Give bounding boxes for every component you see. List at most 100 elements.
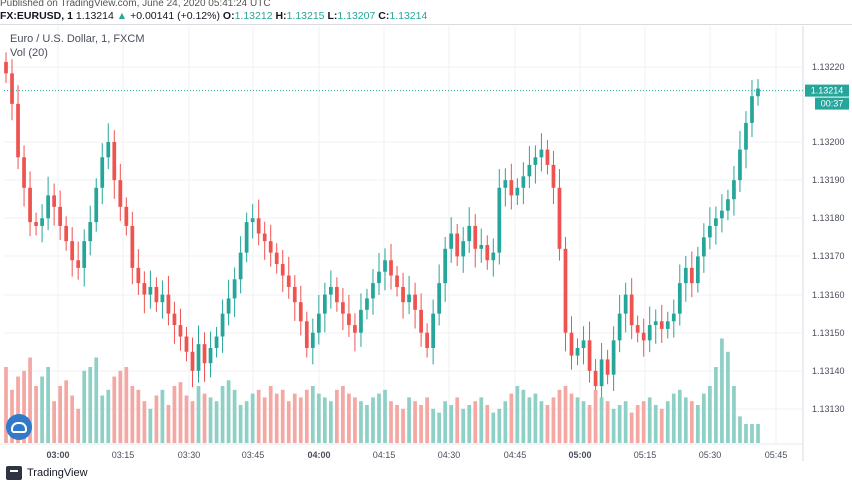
candle-body	[70, 241, 75, 261]
candle-body	[720, 210, 724, 219]
volume-bar	[714, 367, 718, 443]
candle-body	[136, 267, 141, 284]
change-value: +0.00141 (+0.12%)	[130, 10, 220, 22]
volume-bar	[341, 386, 345, 443]
candle-body	[714, 218, 718, 226]
price-tick-label: 1.13140	[812, 366, 845, 376]
volume-bar	[750, 424, 754, 443]
volume-bar	[605, 401, 610, 443]
candle-body	[328, 286, 333, 295]
candle-body	[653, 321, 658, 326]
volume-bar	[720, 338, 724, 443]
high-value: 1.13215	[286, 10, 325, 22]
volume-bar	[665, 401, 670, 443]
candle-body	[226, 298, 231, 314]
change-arrow-icon: ▲	[116, 10, 128, 22]
candle-body	[575, 347, 580, 356]
volume-bar	[82, 370, 87, 443]
candle-body	[310, 332, 315, 348]
candle-body	[196, 344, 201, 371]
candle-body	[106, 142, 111, 158]
brand-name: TradingView	[27, 467, 88, 479]
time-tick-label: 05:45	[765, 450, 788, 460]
volume-bar	[316, 393, 321, 443]
candle-body	[304, 321, 309, 348]
candle-body	[322, 294, 327, 314]
candle-body	[130, 225, 135, 268]
volume-bar	[726, 351, 730, 443]
candle-body	[88, 222, 93, 242]
candle-body	[46, 195, 50, 219]
volume-bar	[304, 389, 309, 443]
volume-bar	[647, 397, 652, 443]
candle-body	[593, 370, 598, 387]
candle-body	[353, 325, 357, 333]
volume-bar	[112, 376, 117, 443]
candle-body	[587, 340, 592, 371]
candle-body	[623, 294, 628, 314]
candle-body	[359, 309, 363, 333]
open-label: O:	[222, 10, 235, 22]
volume-bar	[515, 386, 520, 443]
candle-body	[214, 336, 219, 348]
volume-bar	[208, 397, 213, 443]
candle-body	[689, 267, 694, 284]
candle-body	[10, 73, 14, 104]
volume-bar	[539, 401, 544, 443]
candle-body	[677, 283, 682, 314]
candle-body	[64, 225, 69, 242]
volume-bar	[353, 397, 357, 443]
candle-body	[635, 325, 640, 333]
candle-body	[485, 244, 490, 261]
tradingview-logo-icon	[6, 466, 22, 480]
candle-body	[280, 264, 285, 276]
volume-bar	[407, 397, 411, 443]
candle-body	[40, 218, 44, 226]
volume-bar	[136, 389, 141, 443]
candle-body	[521, 176, 526, 188]
candle-body	[467, 225, 472, 242]
time-tick-label: 05:00	[568, 450, 591, 460]
volume-bar	[587, 405, 592, 443]
volume-bar	[286, 401, 291, 443]
close-label: C:	[378, 10, 390, 22]
volume-bar	[244, 401, 249, 443]
candle-body	[292, 286, 297, 303]
volume-bar	[359, 401, 363, 443]
candle-body	[238, 252, 243, 280]
candle-body	[371, 283, 375, 299]
candle-body	[738, 149, 742, 181]
time-tick-label: 04:45	[504, 450, 527, 460]
volume-bar	[455, 397, 460, 443]
volume-bar	[389, 401, 393, 443]
volume-bar	[76, 408, 81, 443]
volume-bar	[635, 405, 640, 443]
candle-body	[154, 286, 159, 303]
candle-body	[142, 283, 147, 295]
volume-bar	[431, 408, 436, 443]
candle-body	[377, 271, 381, 284]
candle-body	[124, 206, 129, 226]
candle-body	[413, 294, 417, 310]
volume-bar	[437, 412, 442, 443]
candle-body	[190, 351, 195, 371]
candle-body	[395, 275, 399, 287]
volume-bar	[449, 405, 454, 443]
volume-bar	[563, 386, 568, 443]
volume-bar	[238, 405, 243, 443]
volume-bar	[689, 401, 694, 443]
candle-body	[22, 157, 26, 188]
volume-bar	[677, 389, 682, 443]
volume-bar	[708, 386, 712, 443]
candle-body	[545, 149, 550, 165]
volume-bar	[551, 397, 556, 443]
volume-bar	[383, 389, 387, 443]
low-value: 1.13207	[337, 10, 376, 22]
volume-bar	[64, 380, 69, 443]
candle-body	[629, 294, 634, 326]
candle-body	[419, 309, 423, 333]
volume-bar	[154, 395, 159, 443]
volume-bar	[22, 370, 26, 443]
candle-body	[250, 218, 255, 223]
